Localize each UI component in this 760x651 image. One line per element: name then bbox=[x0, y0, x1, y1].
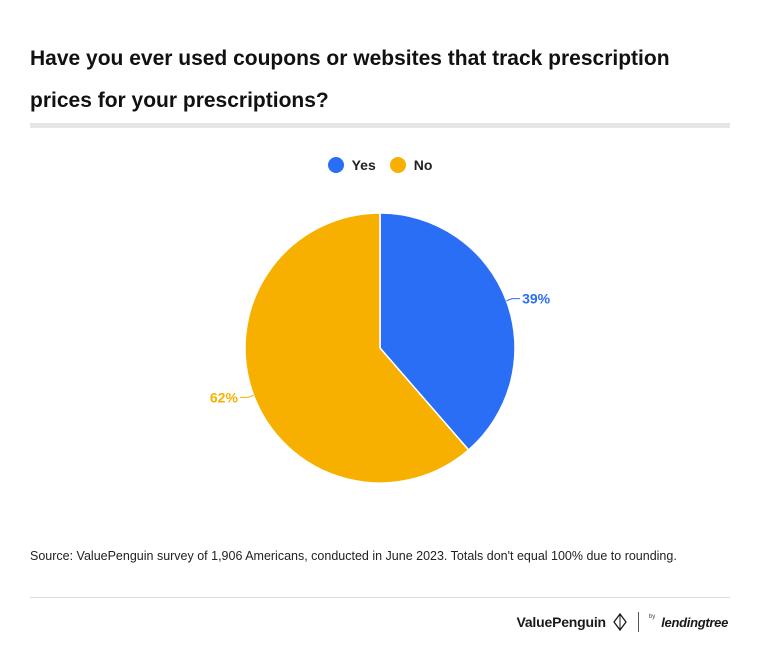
source-note: Source: ValuePenguin survey of 1,906 Ame… bbox=[30, 549, 677, 563]
chart-legend: Yes No bbox=[0, 157, 760, 173]
brand-lendingtree: lendingtree bbox=[661, 614, 728, 630]
legend-swatch-no bbox=[389, 157, 406, 173]
legend-label-no: No bbox=[413, 157, 433, 173]
data-label-no: 62% bbox=[210, 389, 239, 405]
brand-logo: ValuePenguin by lendingtree bbox=[516, 612, 728, 632]
leader-line-no bbox=[239, 394, 254, 398]
legend-item-no[interactable]: No bbox=[389, 157, 433, 173]
pie-slice-yes[interactable] bbox=[379, 212, 516, 451]
brand-separator bbox=[637, 612, 639, 632]
pie-chart: 39% 62% bbox=[210, 212, 551, 484]
title-divider bbox=[30, 123, 730, 128]
brand-by: by bbox=[648, 614, 656, 620]
legend-swatch-yes bbox=[327, 157, 344, 173]
data-label-yes: 39% bbox=[522, 291, 551, 307]
brand-valuepenguin: ValuePenguin bbox=[516, 614, 606, 630]
footer-divider bbox=[30, 597, 730, 598]
penguin-icon bbox=[613, 613, 627, 631]
legend-label-yes: Yes bbox=[351, 157, 376, 173]
chart-title: Have you ever used coupons or websites t… bbox=[30, 47, 670, 112]
leader-line-yes bbox=[506, 298, 521, 302]
legend-item-yes[interactable]: Yes bbox=[327, 157, 376, 173]
